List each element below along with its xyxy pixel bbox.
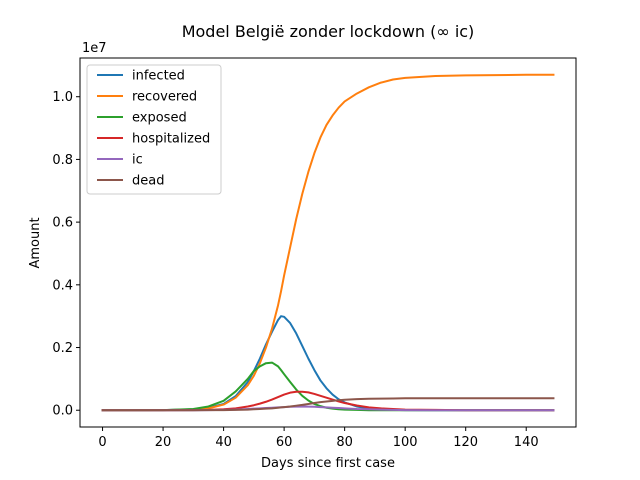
x-tick-label: 40 xyxy=(215,435,232,450)
y-tick-label: 0.6 xyxy=(52,216,73,231)
legend-label-hospitalized: hospitalized xyxy=(132,132,210,147)
legend-label-exposed: exposed xyxy=(132,111,187,126)
legend: infected recovered exposed hospitalized ic de… xyxy=(86,64,222,195)
x-tick-label: 0 xyxy=(98,435,106,450)
x-tick-label: 60 xyxy=(276,435,293,450)
y-tick-label: 0.0 xyxy=(52,404,73,419)
legend-box xyxy=(86,64,222,195)
y-axis: 0.0 0.2 0.4 0.6 0.8 1.0 xyxy=(52,90,80,419)
series-line-recovered xyxy=(101,73,555,412)
y-offset-label: 1e7 xyxy=(82,41,107,56)
x-tick-label: 100 xyxy=(393,435,418,450)
x-tick-label: 80 xyxy=(336,435,353,450)
plot-frame xyxy=(79,57,577,428)
x-axis-title: Days since first case xyxy=(261,456,395,471)
x-tick-label: 140 xyxy=(514,435,539,450)
series-line-dead xyxy=(101,397,555,412)
x-axis: 0 20 40 60 80 100 120 140 xyxy=(98,427,539,450)
legend-label-dead: dead xyxy=(132,174,164,189)
y-tick-label: 1.0 xyxy=(52,90,73,105)
legend-label-recovered: recovered xyxy=(132,90,197,105)
x-tick-label: 120 xyxy=(453,435,478,450)
legend-label-infected: infected xyxy=(132,69,185,84)
series-layer xyxy=(101,73,555,412)
x-tick-label: 20 xyxy=(155,435,172,450)
legend-label-ic: ic xyxy=(132,153,143,168)
y-axis-title: Amount xyxy=(28,217,43,268)
y-tick-label: 0.2 xyxy=(52,341,73,356)
y-tick-label: 0.8 xyxy=(52,153,73,168)
y-tick-label: 0.4 xyxy=(52,278,73,293)
chart-title: Model België zonder lockdown (∞ ic) xyxy=(182,22,475,41)
